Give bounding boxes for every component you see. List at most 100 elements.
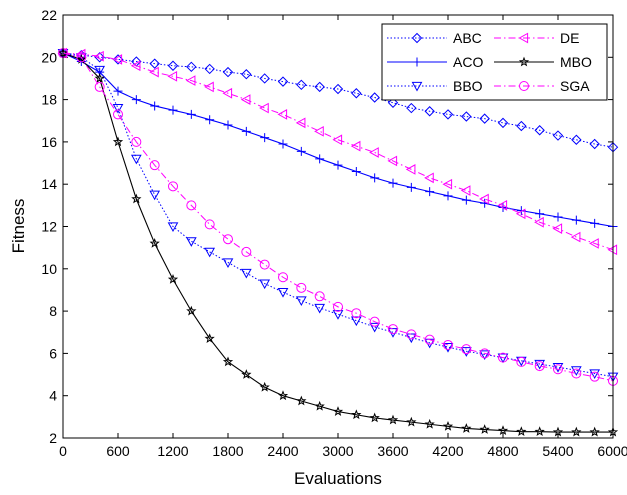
data-point: [406, 416, 417, 427]
data-point: [112, 54, 123, 65]
series-aco: [58, 48, 618, 231]
x-tick-label: 6000: [597, 443, 627, 459]
plot-frame: [62, 14, 614, 439]
data-point: [314, 303, 326, 314]
series-line-sga: [62, 52, 614, 382]
series-line-bbo: [62, 52, 614, 378]
x-tick-label: 3000: [322, 443, 353, 459]
x-tick-label: 0: [59, 443, 67, 459]
data-point: [259, 259, 270, 270]
data-point: [369, 412, 380, 423]
series-layer: [57, 47, 619, 437]
data-point: [149, 190, 161, 201]
data-point: [186, 109, 196, 119]
legend-item-mbo: MBO: [494, 54, 592, 70]
data-point: [241, 69, 252, 80]
data-point: [76, 54, 87, 64]
legend-marker: [518, 32, 529, 44]
data-point: [333, 160, 343, 170]
data-point: [296, 395, 307, 406]
data-point: [168, 181, 178, 192]
ticks-layer: 0 600 1200 1800 2400 3000 3600 4200 4800 5400 6000…: [41, 7, 627, 459]
data-point: [424, 418, 435, 429]
data-point: [205, 115, 215, 125]
data-point: [240, 94, 251, 105]
data-point: [516, 426, 527, 437]
data-point: [461, 423, 472, 433]
data-point: [332, 310, 344, 320]
legend-item-abc: ABC: [387, 30, 482, 46]
data-point: [498, 352, 508, 363]
data-point: [369, 92, 380, 103]
data-point: [350, 316, 362, 327]
data-point: [168, 105, 178, 115]
data-point: [131, 136, 142, 147]
data-point: [406, 102, 417, 114]
data-point: [76, 52, 87, 63]
legend-marker: [411, 81, 423, 92]
data-point: [479, 350, 491, 360]
data-point: [185, 75, 196, 86]
data-point: [333, 301, 343, 312]
data-point: [405, 164, 416, 175]
data-point: [149, 160, 160, 171]
data-point: [259, 279, 271, 290]
y-tick-label: 8: [49, 303, 57, 319]
data-point: [552, 426, 564, 437]
data-point: [222, 87, 233, 99]
legend-item-aco: ACO: [387, 54, 483, 70]
data-point: [277, 109, 288, 120]
data-point: [332, 83, 344, 95]
data-point: [424, 106, 435, 117]
data-point: [223, 234, 233, 245]
data-point: [94, 50, 104, 62]
data-point: [497, 425, 509, 435]
data-point: [387, 414, 399, 425]
data-point: [296, 282, 307, 293]
data-point: [534, 125, 545, 136]
data-point: [113, 109, 123, 120]
x-tick-label: 1800: [212, 443, 243, 459]
data-point: [552, 363, 564, 373]
data-point: [167, 222, 179, 233]
data-point: [387, 155, 398, 167]
data-point: [425, 187, 435, 197]
x-tick-label: 1200: [157, 443, 188, 459]
data-point: [94, 73, 105, 83]
x-tick-label: 5400: [542, 443, 573, 459]
legend-item-sga: SGA: [494, 78, 590, 94]
data-point: [589, 426, 600, 437]
data-point: [443, 339, 453, 350]
data-point: [259, 102, 269, 114]
data-point: [534, 216, 544, 228]
legend-label: ABC: [453, 30, 482, 46]
data-point: [442, 109, 454, 120]
data-point: [113, 86, 123, 96]
data-point: [277, 287, 289, 298]
legend-marker: [412, 57, 422, 67]
data-point: [259, 73, 270, 84]
y-tick-label: 16: [41, 134, 57, 150]
data-point: [167, 273, 179, 284]
data-point: [424, 334, 435, 345]
data-point: [295, 296, 307, 307]
data-point: [479, 113, 490, 124]
data-point: [570, 231, 581, 243]
data-point: [241, 369, 252, 379]
data-point: [204, 63, 215, 75]
y-tick-label: 20: [41, 49, 57, 65]
data-point: [406, 329, 417, 340]
data-point: [112, 54, 124, 65]
data-point: [442, 342, 454, 353]
x-tick-label: 2400: [267, 443, 298, 459]
y-tick-label: 22: [41, 7, 57, 23]
data-point: [424, 172, 434, 184]
data-point: [222, 66, 234, 78]
data-point: [167, 70, 178, 82]
data-point: [204, 247, 216, 258]
data-point: [442, 178, 453, 190]
x-tick-label: 4200: [432, 443, 463, 459]
data-point: [479, 193, 489, 205]
y-axis-label: Fitness: [9, 199, 28, 254]
